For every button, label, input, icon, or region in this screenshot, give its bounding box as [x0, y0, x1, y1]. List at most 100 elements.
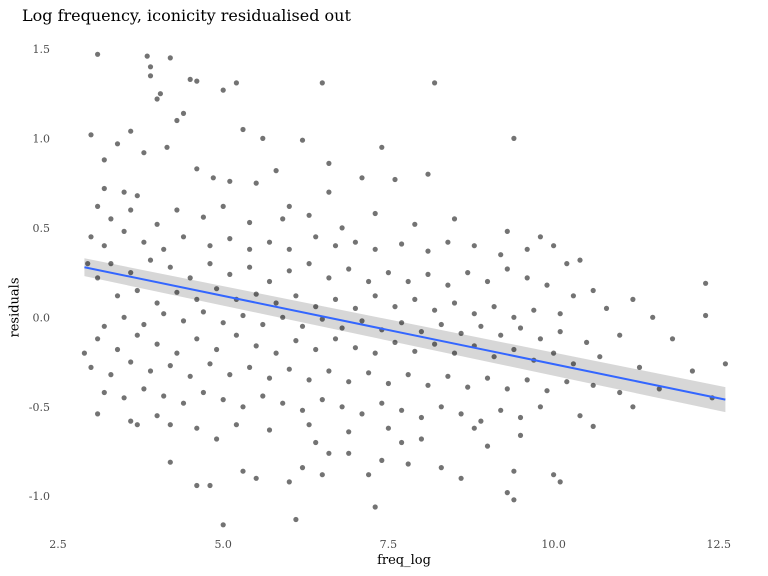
data-point [405, 278, 411, 285]
data-point [326, 189, 332, 195]
data-point [339, 404, 345, 410]
data-point [299, 137, 306, 143]
data-point [385, 270, 391, 276]
data-point [511, 135, 517, 141]
data-point [95, 275, 101, 281]
data-point [425, 382, 431, 388]
data-point [484, 375, 491, 381]
data-point [590, 382, 596, 388]
data-point [405, 461, 411, 467]
data-point [200, 309, 206, 315]
data-point [504, 490, 510, 496]
data-point [372, 350, 378, 356]
data-point [412, 348, 418, 354]
data-point [207, 261, 213, 267]
data-point [95, 411, 101, 417]
y-tick-label: 0.0 [33, 311, 51, 324]
data-point [451, 350, 458, 356]
data-point [101, 185, 107, 192]
data-point [524, 246, 530, 252]
data-point [537, 404, 544, 410]
data-point [445, 373, 451, 379]
data-point [359, 175, 365, 181]
data-point [207, 361, 213, 367]
data-point [465, 270, 471, 276]
data-point [220, 320, 226, 326]
data-point [157, 91, 163, 97]
data-point [451, 300, 458, 306]
x-tick-label: 10.0 [541, 538, 566, 551]
data-point [471, 311, 477, 317]
data-point [366, 472, 372, 478]
data-point [306, 422, 312, 428]
data-point [114, 346, 121, 353]
data-point [286, 203, 292, 209]
data-point [194, 336, 200, 342]
confidence-band [84, 258, 726, 413]
data-point [478, 418, 484, 424]
data-point [405, 372, 411, 378]
data-point [247, 364, 253, 370]
data-point [313, 234, 319, 240]
data-point [385, 380, 391, 387]
x-axis-label: freq_log [377, 553, 431, 568]
data-point [154, 221, 160, 227]
data-point [636, 364, 643, 370]
x-tick-label: 12.5 [707, 538, 732, 551]
data-point [121, 228, 127, 234]
data-point [286, 246, 292, 252]
data-point [128, 359, 134, 365]
trend-line [84, 266, 726, 401]
data-point [352, 345, 358, 351]
data-point [425, 271, 431, 277]
data-point [319, 472, 325, 478]
data-point [147, 368, 154, 374]
data-point [491, 354, 497, 360]
data-point [557, 329, 563, 335]
data-point [280, 216, 286, 222]
y-tick-label: 1.5 [33, 43, 51, 56]
data-point [141, 386, 147, 392]
data-point [346, 450, 352, 456]
data-point [379, 400, 385, 406]
data-point [220, 203, 226, 209]
x-axis-ticks: 2.5 5.0 7.5 10.0 12.5 [49, 538, 731, 551]
data-point [603, 305, 610, 311]
data-point [147, 257, 154, 263]
y-axis-label: residuals [7, 277, 23, 338]
data-point [590, 287, 596, 294]
x-tick-label: 2.5 [49, 538, 67, 551]
data-point [141, 150, 147, 156]
data-point [379, 144, 385, 150]
data-point [517, 432, 524, 438]
data-point [247, 219, 253, 226]
data-point [399, 320, 405, 326]
data-point [214, 286, 220, 292]
data-point [537, 336, 544, 342]
data-point [392, 339, 398, 345]
data-point [445, 282, 451, 288]
data-point [491, 304, 497, 310]
data-point [240, 312, 246, 319]
data-point [306, 377, 312, 383]
data-point [346, 379, 352, 385]
data-point [577, 257, 583, 263]
data-point [630, 404, 636, 410]
data-point [147, 64, 154, 70]
data-point [484, 278, 491, 285]
data-point [128, 207, 134, 213]
data-point [432, 307, 438, 313]
data-point [220, 522, 226, 528]
data-point [498, 252, 504, 258]
data-point [597, 354, 603, 360]
data-point [399, 439, 405, 446]
data-point [95, 51, 101, 57]
data-point [319, 316, 325, 322]
data-point [240, 468, 246, 474]
data-point [359, 411, 365, 417]
data-point [511, 497, 517, 503]
data-point [617, 332, 623, 338]
data-point [174, 117, 180, 124]
data-point [88, 234, 94, 240]
